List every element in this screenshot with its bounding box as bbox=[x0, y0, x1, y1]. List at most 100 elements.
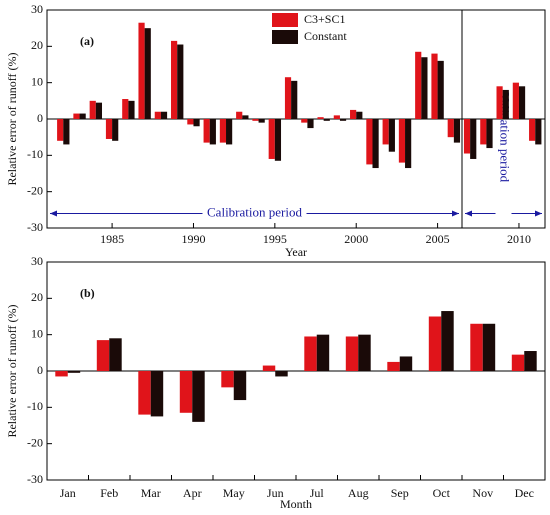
bar bbox=[511, 354, 525, 371]
bar bbox=[421, 57, 428, 119]
plot-frame bbox=[46, 261, 546, 481]
bar bbox=[284, 77, 292, 119]
bar bbox=[304, 336, 317, 371]
y-tick-label: -10 bbox=[27, 147, 43, 161]
bar bbox=[193, 119, 200, 127]
bar bbox=[79, 113, 86, 119]
y-tick-label: -20 bbox=[27, 435, 43, 449]
bar bbox=[122, 99, 129, 119]
x-axis-label: Year bbox=[285, 245, 307, 259]
label-bg bbox=[495, 209, 512, 218]
bar bbox=[95, 102, 103, 119]
bar bbox=[399, 356, 413, 371]
bar bbox=[486, 119, 493, 149]
y-tick-label: -10 bbox=[27, 399, 43, 413]
bar bbox=[128, 100, 135, 119]
bar bbox=[57, 119, 64, 141]
bar bbox=[387, 361, 400, 371]
bar bbox=[275, 371, 288, 377]
bar bbox=[258, 119, 265, 123]
bar bbox=[160, 111, 168, 119]
bar bbox=[96, 340, 110, 371]
bar bbox=[382, 119, 389, 145]
legend-label: C3+SC1 bbox=[304, 12, 345, 26]
bar bbox=[398, 119, 406, 163]
bar bbox=[405, 119, 412, 169]
y-axis-label: Relative error of runoff (%) bbox=[5, 52, 19, 185]
bar bbox=[524, 351, 537, 371]
bar bbox=[105, 119, 113, 139]
bar bbox=[453, 119, 461, 143]
bar bbox=[317, 117, 324, 119]
bar bbox=[73, 113, 80, 119]
x-tick-label: Jun bbox=[267, 486, 284, 500]
x-tick-label: 2005 bbox=[426, 232, 450, 246]
x-tick-label: May bbox=[223, 486, 245, 500]
bar bbox=[535, 119, 542, 145]
bar bbox=[55, 371, 68, 377]
y-tick-label: 30 bbox=[31, 254, 43, 268]
bar bbox=[274, 119, 282, 161]
bar bbox=[388, 119, 395, 152]
x-tick-label: 1985 bbox=[100, 232, 124, 246]
bar bbox=[480, 119, 487, 145]
bar bbox=[154, 111, 161, 119]
bar bbox=[203, 119, 210, 143]
annotation: Calibration period bbox=[207, 204, 302, 219]
bar bbox=[177, 44, 184, 120]
bar bbox=[171, 40, 178, 120]
x-tick-label: Oct bbox=[433, 486, 451, 500]
bar bbox=[301, 119, 308, 123]
x-tick-label: Jan bbox=[60, 486, 76, 500]
legend-swatch bbox=[272, 13, 298, 27]
bar bbox=[431, 53, 438, 119]
x-tick-label: 2010 bbox=[507, 232, 531, 246]
bar bbox=[226, 119, 233, 145]
y-tick-label: 20 bbox=[31, 38, 43, 52]
bar bbox=[502, 89, 509, 119]
x-tick-label: Sep bbox=[391, 486, 409, 500]
y-tick-label: -20 bbox=[27, 183, 43, 197]
bar bbox=[470, 323, 483, 371]
bar bbox=[512, 82, 519, 119]
bar bbox=[333, 115, 340, 119]
bar bbox=[109, 338, 122, 371]
bar bbox=[447, 119, 454, 138]
bar bbox=[441, 311, 454, 371]
bar bbox=[236, 111, 243, 119]
panel-label: (a) bbox=[80, 34, 94, 48]
x-tick-label: Feb bbox=[100, 486, 118, 500]
bar bbox=[67, 371, 81, 373]
x-tick-label: Nov bbox=[472, 486, 493, 500]
bar bbox=[63, 119, 70, 145]
y-tick-label: 30 bbox=[31, 2, 43, 16]
y-tick-label: -30 bbox=[27, 472, 43, 486]
bar bbox=[437, 60, 444, 119]
y-tick-label: 10 bbox=[31, 326, 43, 340]
bar bbox=[219, 119, 227, 143]
bar bbox=[187, 119, 194, 125]
legend-swatch bbox=[272, 30, 298, 44]
bar bbox=[307, 119, 314, 129]
legend-label: Constant bbox=[304, 29, 347, 43]
bar bbox=[89, 100, 96, 119]
bar bbox=[463, 119, 471, 154]
x-tick-label: Apr bbox=[183, 486, 202, 500]
bar bbox=[138, 22, 145, 119]
bar bbox=[496, 86, 503, 119]
bar bbox=[233, 371, 247, 401]
bar bbox=[339, 119, 347, 121]
bar bbox=[529, 119, 536, 141]
label-bg bbox=[202, 205, 307, 222]
y-tick-label: 10 bbox=[31, 74, 43, 88]
bar bbox=[138, 371, 151, 415]
bar bbox=[358, 334, 371, 371]
y-tick-label: 20 bbox=[31, 290, 43, 304]
bar bbox=[262, 365, 276, 371]
x-tick-label: Jul bbox=[310, 486, 325, 500]
bar bbox=[323, 119, 330, 121]
bar bbox=[350, 109, 357, 119]
y-tick-label: 0 bbox=[37, 111, 43, 125]
bar bbox=[192, 371, 205, 422]
